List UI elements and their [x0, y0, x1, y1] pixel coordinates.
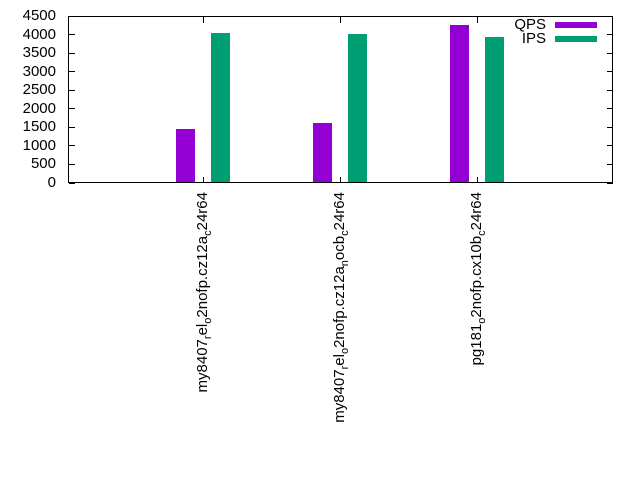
- x-axis-tick-bottom: [477, 177, 478, 183]
- x-label-subscript: r: [202, 335, 214, 340]
- bar-ips-2: [485, 36, 504, 182]
- bar-qps-2: [450, 25, 469, 182]
- y-axis-tick-label: 3500: [22, 44, 56, 62]
- legend-item-qps: QPS: [514, 16, 597, 33]
- x-label-subscript: o: [339, 347, 351, 355]
- y-axis-tick-left: [69, 89, 75, 91]
- legend-label-qps: QPS: [514, 16, 546, 33]
- x-label-subscript: c: [339, 230, 351, 236]
- y-axis-tick-right: [607, 71, 613, 73]
- y-axis-tick-left: [69, 126, 75, 128]
- y-axis-tick-left: [69, 182, 75, 184]
- x-category-label-0: my8407relo2nofp.cz12ac24r64: [194, 192, 214, 393]
- x-label-subscript: r: [339, 365, 351, 370]
- x-label-subscript: c: [476, 230, 488, 236]
- y-axis-tick-left: [69, 145, 75, 147]
- y-axis-tick-label: 4000: [22, 25, 56, 43]
- y-axis-tick-label: 2000: [22, 99, 56, 117]
- y-axis-tick-right: [607, 182, 613, 184]
- x-axis-tick-top: [477, 17, 478, 23]
- legend-label-ips: IPS: [521, 30, 546, 47]
- y-axis-tick-right: [607, 163, 613, 165]
- y-axis-tick-left: [69, 163, 75, 165]
- y-axis-tick-right: [607, 52, 613, 54]
- x-label-subscript: c: [202, 230, 214, 236]
- legend-swatch-qps: [555, 22, 597, 28]
- y-axis-tick-left: [69, 71, 75, 73]
- y-axis-tick-left: [69, 108, 75, 110]
- x-category-label-1: my8407relo2nofp.cz12anocbc24r64: [331, 192, 351, 423]
- y-axis-tick-right: [607, 126, 613, 128]
- y-axis-tick-left: [69, 52, 75, 54]
- bar-ips-0: [211, 33, 230, 182]
- y-axis-tick-label: 500: [30, 155, 56, 173]
- y-axis-tick-right: [607, 34, 613, 36]
- x-label-subscript: n: [339, 260, 351, 267]
- x-label-subscript: o: [202, 317, 214, 324]
- x-axis-tick-bottom: [340, 177, 341, 183]
- y-axis-tick-label: 1000: [22, 136, 56, 154]
- legend-swatch-ips: [555, 36, 597, 42]
- y-axis-tick-label: 1500: [22, 118, 56, 136]
- x-axis-tick-top: [203, 17, 204, 23]
- y-axis-tick-left: [69, 15, 75, 17]
- y-axis-tick-right: [607, 89, 613, 91]
- y-axis-tick-label: 3000: [22, 62, 56, 80]
- x-axis-tick-bottom: [203, 177, 204, 183]
- x-label-subscript: o: [476, 317, 488, 324]
- bar-qps-1: [313, 122, 332, 182]
- y-axis-tick-label: 4500: [22, 7, 56, 24]
- y-axis-tick-right: [607, 108, 613, 110]
- y-axis-tick-label: 2500: [22, 81, 56, 99]
- bar-qps-0: [176, 128, 195, 182]
- x-category-label-2: pg181o2nofp.cx10bc24r64: [468, 192, 488, 366]
- bar-ips-1: [348, 33, 367, 182]
- legend: QPS IPS: [514, 16, 597, 47]
- y-axis-tick-right: [607, 15, 613, 17]
- x-axis-tick-top: [340, 17, 341, 23]
- y-axis-tick-left: [69, 34, 75, 36]
- legend-item-ips: IPS: [514, 30, 597, 47]
- y-axis-tick-right: [607, 145, 613, 147]
- y-axis-tick-label: 0: [47, 174, 56, 191]
